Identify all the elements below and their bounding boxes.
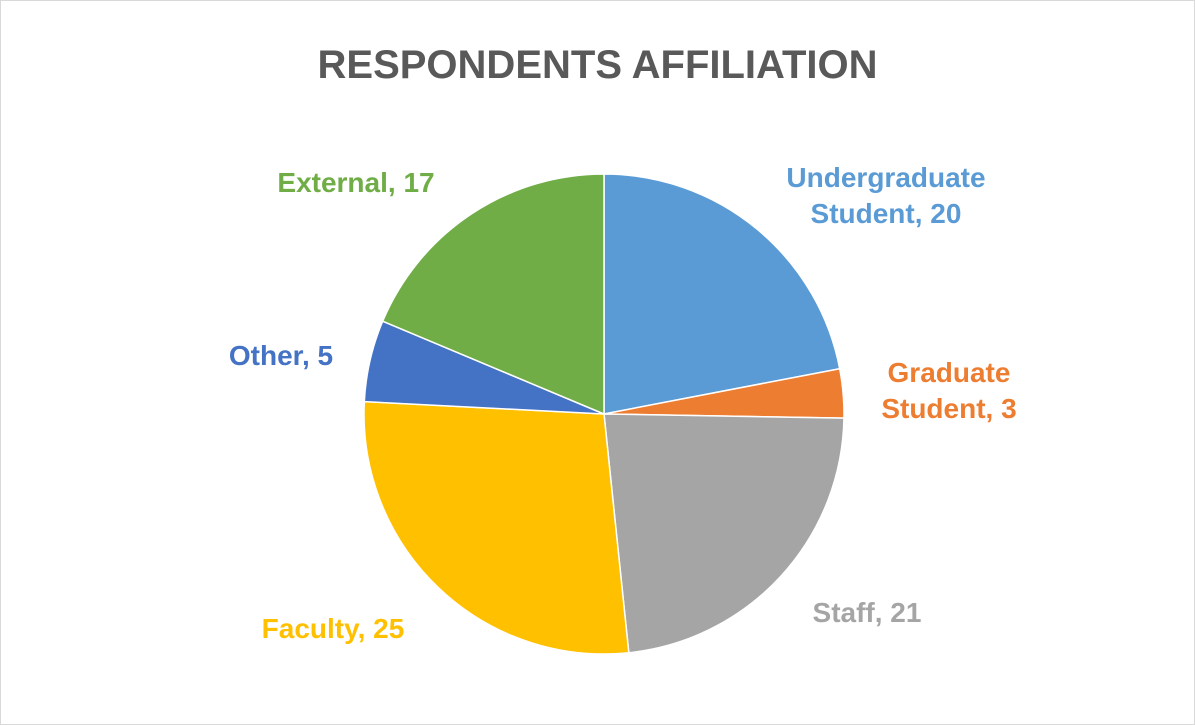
pie-slice — [603, 173, 841, 415]
data-label: External, 17 — [277, 167, 435, 198]
pie-slice — [363, 400, 630, 655]
data-label: Undergraduate Student, 20 — [786, 162, 986, 229]
data-label: Staff, 21 — [812, 597, 922, 628]
pie-slice — [603, 413, 845, 654]
data-label: Other, 5 — [228, 340, 334, 371]
chart-title: RESPONDENTS AFFILIATION — [317, 43, 878, 87]
data-label: Faculty, 25 — [261, 613, 405, 644]
data-label: Graduate Student, 3 — [881, 357, 1017, 424]
pie-slice — [381, 173, 605, 416]
